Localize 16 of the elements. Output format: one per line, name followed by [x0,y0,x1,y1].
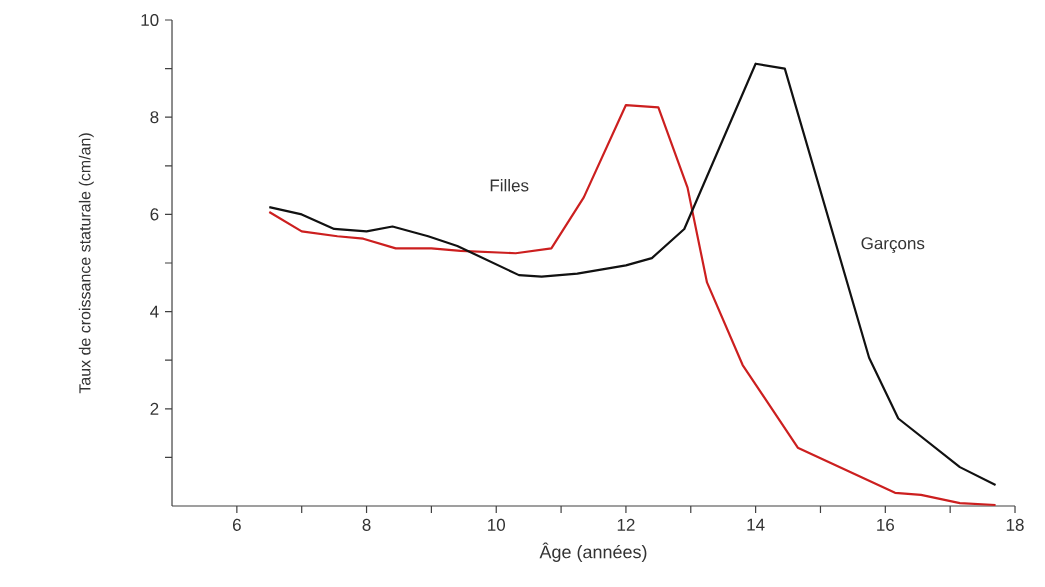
y-tick-label: 8 [150,111,159,124]
x-tick-label: 6 [232,518,241,531]
y-tick-label: 6 [150,208,159,221]
series-label: Garçons [861,237,925,253]
x-tick-label: 18 [1006,518,1024,531]
text: Filles [490,178,529,192]
y-axis-title: Taux de croissance staturale (cm/an) [78,133,94,394]
y-tick-label: 4 [150,305,159,318]
y-tick-label: 10 [141,13,159,27]
y-tick-label: 2 [150,402,159,415]
x-tick-label: 16 [877,518,895,531]
x-tick-label: 8 [362,518,371,531]
x-tick-label: 10 [488,518,506,531]
x-tick-label: 14 [747,518,765,531]
x-axis-title: Âge (années) [539,542,647,562]
x-tick-label: 12 [617,518,635,531]
